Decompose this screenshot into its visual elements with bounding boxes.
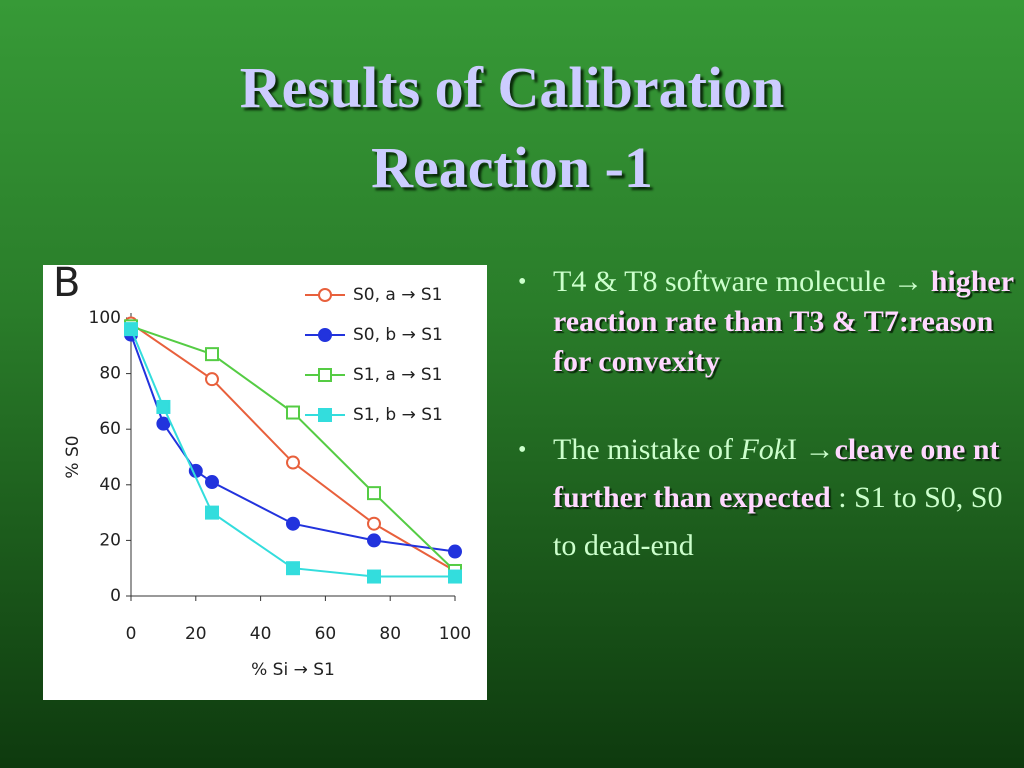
legend-marker	[318, 368, 332, 382]
title-line: Results of Calibration	[239, 55, 785, 120]
x-tick-label: 0	[126, 624, 137, 644]
marker	[286, 561, 300, 576]
x-tick-label: 20	[185, 624, 207, 644]
y-tick-label: 80	[99, 364, 121, 384]
marker	[448, 569, 462, 584]
y-tick-label: 60	[99, 419, 121, 439]
bullet-text: higher reaction rate than T3 & T7:reason…	[553, 265, 1014, 378]
legend-marker	[318, 408, 332, 422]
marker	[286, 405, 300, 420]
x-tick-label: 40	[250, 624, 272, 644]
marker	[205, 475, 219, 490]
panel-label: B	[53, 265, 80, 306]
y-tick-label: 100	[89, 308, 121, 328]
bullet-text: T4 & T8 software molecule →	[553, 265, 931, 298]
legend-label: S1, a → S1	[353, 365, 443, 385]
marker	[286, 516, 300, 531]
x-tick-label: 80	[379, 624, 401, 644]
legend-marker	[318, 288, 332, 302]
marker	[367, 569, 381, 584]
marker	[367, 486, 381, 501]
marker	[205, 372, 219, 387]
slide-title: Results of Calibration Reaction -1	[0, 48, 1024, 208]
bullet-text: : S1 to S0, S0 to dead-end	[553, 481, 1003, 562]
marker	[286, 455, 300, 470]
marker	[124, 322, 138, 337]
title-line: Reaction -1	[371, 135, 653, 200]
y-tick-label: 20	[99, 530, 121, 550]
marker	[367, 533, 381, 548]
bullet-text: cleave one nt further than expected	[553, 433, 1000, 514]
legend-marker	[318, 328, 332, 342]
marker	[205, 505, 219, 520]
y-tick-label: 40	[99, 475, 121, 495]
y-axis-label: % S0	[63, 435, 83, 478]
marker	[448, 544, 462, 559]
chart: B % Si → S1 % S0 0 20 40 60 80 100 0 20 40 60 80 10…	[43, 265, 487, 700]
bullet: T4 & T8 software molecule → higher react…	[518, 262, 1018, 382]
marker	[205, 347, 219, 362]
x-axis-label: % Si → S1	[251, 660, 335, 680]
bullet-text: The mistake of	[553, 433, 741, 466]
marker	[367, 516, 381, 531]
legend-label: S0, b → S1	[353, 325, 443, 345]
bullet-text: →	[804, 433, 835, 466]
bullet-list: T4 & T8 software molecule → higher react…	[518, 262, 1018, 614]
marker	[156, 399, 171, 414]
bullet: The mistake of FokI →cleave one nt furth…	[518, 426, 1018, 570]
bullet-text: Fok	[740, 433, 788, 466]
x-tick-label: 60	[315, 624, 337, 644]
y-tick-label: 0	[110, 586, 121, 606]
legend-label: S1, b → S1	[353, 405, 443, 425]
bullet-text: I	[787, 433, 805, 466]
series-line	[130, 328, 455, 578]
x-tick-label: 100	[439, 624, 471, 644]
legend-label: S0, a → S1	[353, 285, 443, 305]
marker	[156, 416, 171, 431]
